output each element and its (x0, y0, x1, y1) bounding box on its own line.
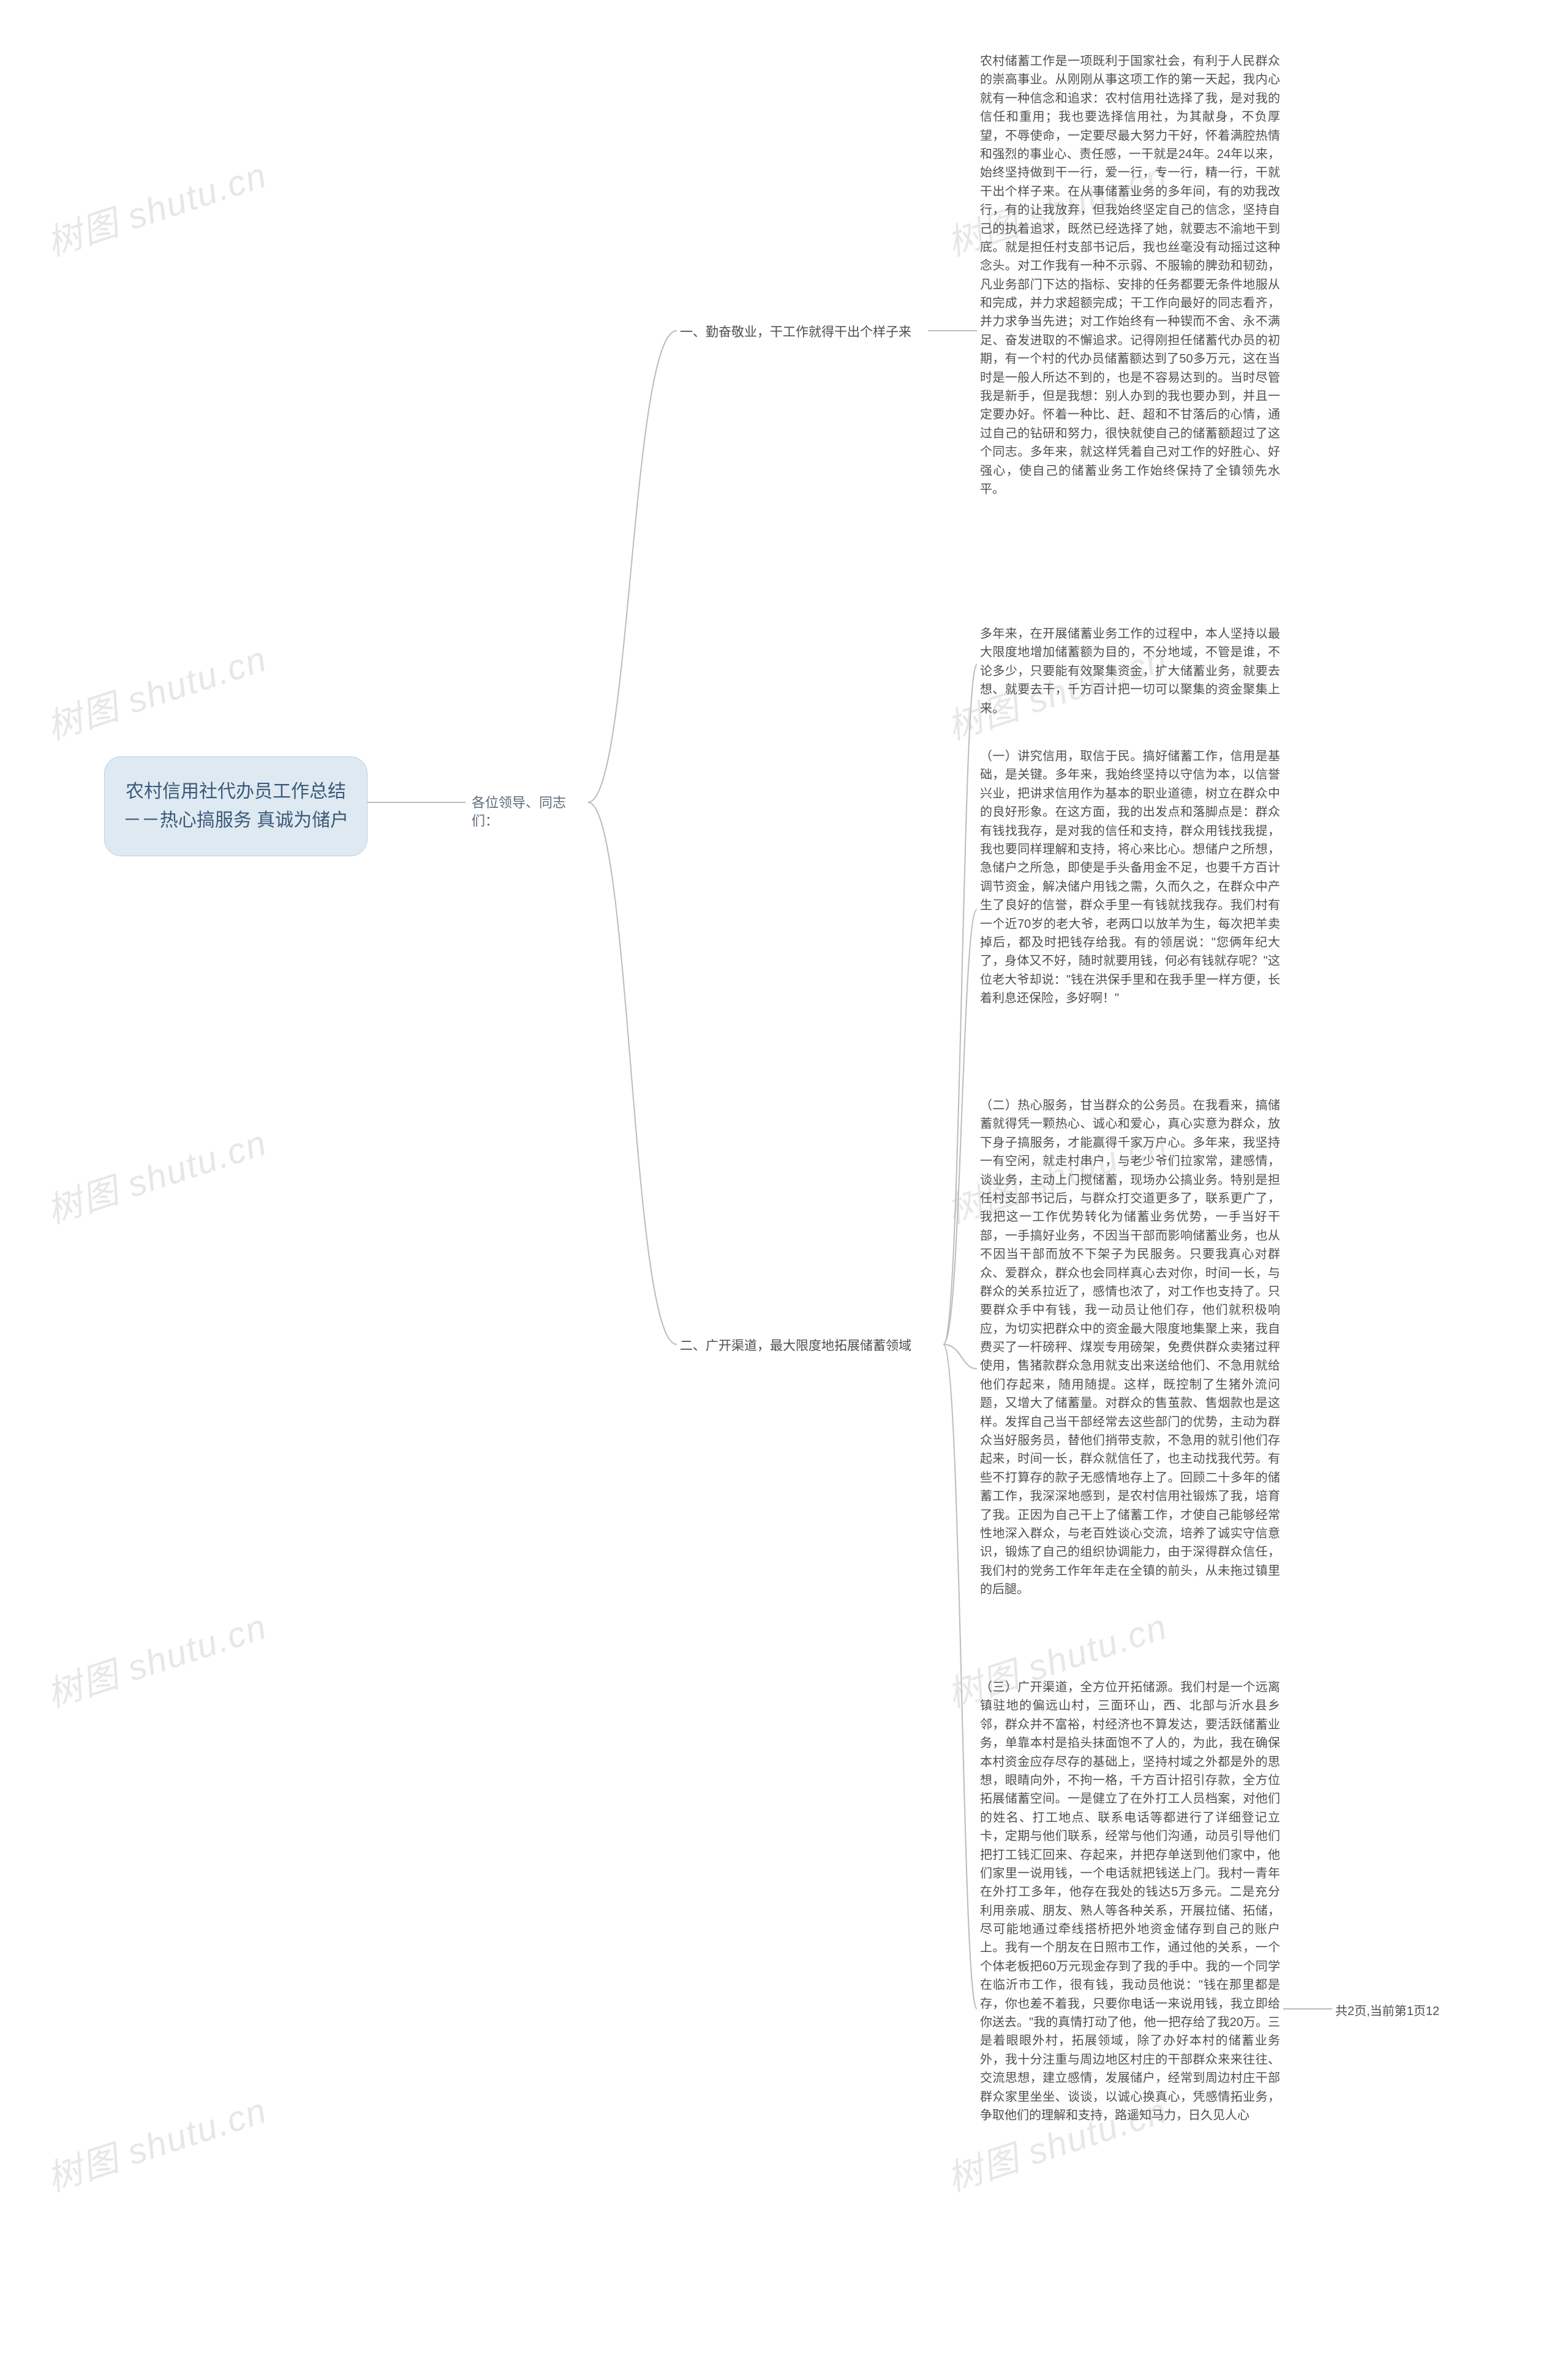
watermark: 树图 shutu.cn (39, 2082, 273, 2201)
body-paragraph-3: （一）讲究信用，取信于民。搞好储蓄工作，信用是基础，是关键。多年来，我始终坚持以… (980, 747, 1280, 1008)
body-paragraph-1: 农村储蓄工作是一项既利于国家社会，有利于人民群众的崇高事业。从刚刚从事这项工作的… (980, 52, 1280, 499)
pager-text-label: 共2页,当前第1页12 (1335, 2005, 1439, 2018)
watermark: 树图 shutu.cn (39, 146, 273, 266)
heading-section-2[interactable]: 二、广开渠道，最大限度地拓展储蓄领域 (680, 1337, 943, 1355)
l1-salutation-label: 各位领导、同志们： (472, 795, 566, 829)
body-paragraph-4: （二）热心服务，甘当群众的公务员。在我看来，搞储蓄就得凭一颗热心、诚心和爱心，真… (980, 1096, 1280, 1599)
body-paragraph-4-text: （二）热心服务，甘当群众的公务员。在我看来，搞储蓄就得凭一颗热心、诚心和爱心，真… (980, 1099, 1280, 1596)
watermark: 树图 shutu.cn (39, 630, 273, 750)
body-paragraph-2-text: 多年来，在开展储蓄业务工作的过程中，本人坚持以最大限度地增加储蓄额为目的，不分地… (980, 627, 1280, 715)
pager-text[interactable]: 共2页,当前第1页12 (1335, 2003, 1476, 2020)
root-node[interactable]: 农村信用社代办员工作总结－－热心搞服务 真诚为储户 (104, 756, 368, 856)
watermark: 树图 shutu.cn (39, 1598, 273, 1717)
l1-salutation[interactable]: 各位领导、同志们： (472, 794, 588, 830)
heading-section-1[interactable]: 一、勤奋敬业，干工作就得干出个样子来 (680, 323, 928, 342)
canvas: 树图 shutu.cn 树图 shutu.cn 树图 shutu.cn 树图 s… (0, 0, 1568, 2377)
watermark: 树图 shutu.cn (39, 1114, 273, 1234)
root-node-label: 农村信用社代办员工作总结－－热心搞服务 真诚为储户 (123, 782, 349, 831)
body-paragraph-1-text: 农村储蓄工作是一项既利于国家社会，有利于人民群众的崇高事业。从刚刚从事这项工作的… (980, 55, 1280, 496)
heading-section-1-label: 一、勤奋敬业，干工作就得干出个样子来 (680, 325, 911, 339)
body-paragraph-5-text: （三）广开渠道，全方位开拓储源。我们村是一个远离镇驻地的偏远山村，三面环山，西、… (980, 1681, 1280, 2122)
body-paragraph-3-text: （一）讲究信用，取信于民。搞好储蓄工作，信用是基础，是关键。多年来，我始终坚持以… (980, 750, 1280, 1005)
body-paragraph-2: 多年来，在开展储蓄业务工作的过程中，本人坚持以最大限度地增加储蓄额为目的，不分地… (980, 625, 1280, 718)
mindmap-connectors (0, 0, 1568, 2377)
heading-section-2-label: 二、广开渠道，最大限度地拓展储蓄领域 (680, 1339, 911, 1353)
body-paragraph-5: （三）广开渠道，全方位开拓储源。我们村是一个远离镇驻地的偏远山村，三面环山，西、… (980, 1678, 1280, 2125)
